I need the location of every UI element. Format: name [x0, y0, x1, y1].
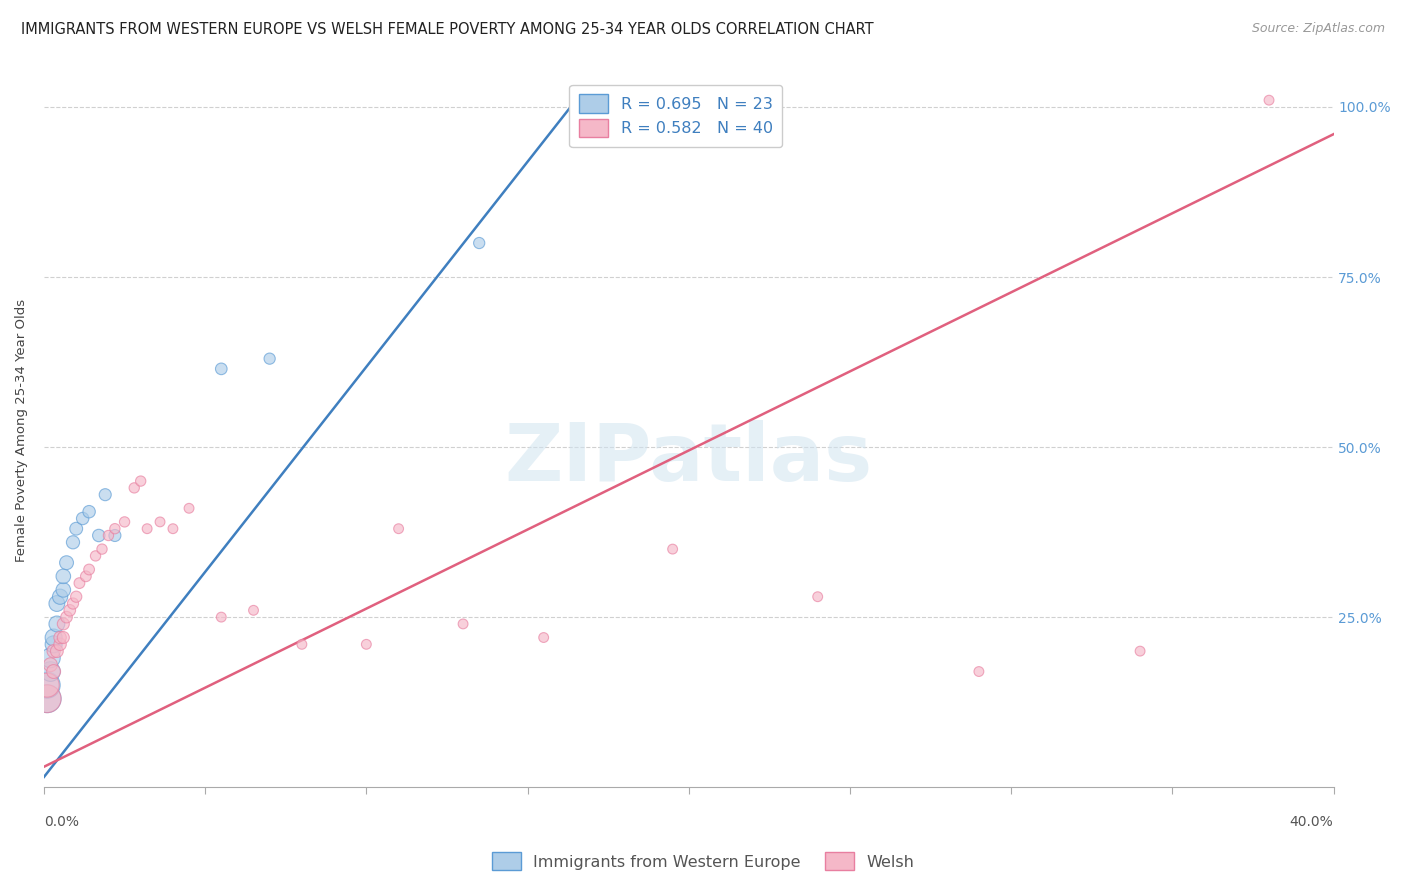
Text: 40.0%: 40.0% [1289, 815, 1333, 830]
Text: 0.0%: 0.0% [44, 815, 79, 830]
Point [39, 665, 62, 679]
Point [62, 535, 84, 549]
Point [387, 522, 409, 536]
Point [37, 678, 59, 692]
Point [259, 351, 281, 366]
Legend: R = 0.695   N = 23, R = 0.582   N = 40: R = 0.695 N = 23, R = 0.582 N = 40 [569, 85, 782, 147]
Point [39, 657, 62, 672]
Point [49, 637, 72, 651]
Point [77, 505, 100, 519]
Point [104, 528, 127, 542]
Point [114, 515, 136, 529]
Point [55, 556, 77, 570]
Point [67, 576, 90, 591]
Point [209, 610, 232, 624]
Point [52, 569, 75, 583]
Point [1129, 644, 1152, 658]
Point [97, 528, 120, 542]
Point [87, 528, 110, 542]
Point [1258, 93, 1281, 107]
Point [291, 637, 314, 651]
Point [91, 542, 114, 557]
Point [807, 590, 830, 604]
Point [65, 522, 87, 536]
Point [533, 631, 555, 645]
Point [72, 511, 94, 525]
Point [242, 603, 264, 617]
Point [129, 474, 152, 488]
Point [84, 549, 107, 563]
Point [209, 362, 232, 376]
Point [65, 590, 87, 604]
Point [136, 522, 159, 536]
Y-axis label: Female Poverty Among 25-34 Year Olds: Female Poverty Among 25-34 Year Olds [15, 299, 28, 562]
Point [42, 637, 65, 651]
Point [37, 691, 59, 706]
Point [75, 569, 97, 583]
Point [49, 631, 72, 645]
Point [967, 665, 990, 679]
Point [77, 562, 100, 576]
Point [162, 522, 184, 536]
Point [104, 522, 127, 536]
Point [52, 616, 75, 631]
Point [59, 603, 82, 617]
Point [356, 637, 378, 651]
Point [661, 542, 683, 557]
Text: Source: ZipAtlas.com: Source: ZipAtlas.com [1251, 22, 1385, 36]
Point [37, 678, 59, 692]
Point [55, 610, 77, 624]
Point [42, 665, 65, 679]
Point [451, 616, 474, 631]
Legend: Immigrants from Western Europe, Welsh: Immigrants from Western Europe, Welsh [485, 846, 921, 877]
Point [468, 235, 491, 250]
Point [42, 631, 65, 645]
Point [122, 481, 145, 495]
Point [52, 631, 75, 645]
Point [693, 120, 716, 135]
Point [45, 616, 67, 631]
Point [37, 691, 59, 706]
Point [52, 582, 75, 597]
Point [49, 590, 72, 604]
Point [62, 597, 84, 611]
Point [94, 488, 117, 502]
Point [42, 644, 65, 658]
Text: ZIPatlas: ZIPatlas [505, 419, 873, 498]
Text: IMMIGRANTS FROM WESTERN EUROPE VS WELSH FEMALE POVERTY AMONG 25-34 YEAR OLDS COR: IMMIGRANTS FROM WESTERN EUROPE VS WELSH … [21, 22, 873, 37]
Point [39, 651, 62, 665]
Point [149, 515, 172, 529]
Point [45, 644, 67, 658]
Point [177, 501, 200, 516]
Point [45, 597, 67, 611]
